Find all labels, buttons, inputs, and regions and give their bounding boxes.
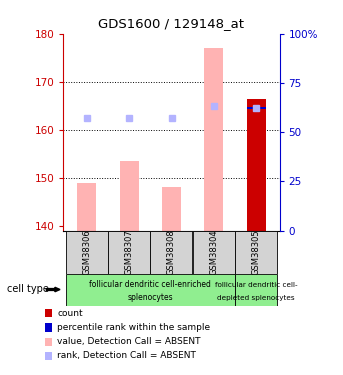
Bar	[204, 48, 223, 231]
Bar	[247, 99, 266, 231]
Bar	[77, 183, 96, 231]
Text: GSM38306: GSM38306	[82, 229, 91, 275]
Text: value, Detection Call = ABSENT: value, Detection Call = ABSENT	[57, 337, 201, 346]
Text: cell type: cell type	[7, 285, 49, 294]
Text: follicular dendritic cell-: follicular dendritic cell-	[215, 282, 298, 288]
Text: GDS1600 / 129148_at: GDS1600 / 129148_at	[98, 17, 245, 30]
Bar	[193, 231, 235, 274]
Bar	[162, 188, 181, 231]
Bar	[247, 107, 266, 109]
Bar	[120, 161, 139, 231]
Bar	[108, 231, 150, 274]
Text: GSM38304: GSM38304	[209, 230, 218, 275]
Text: GSM38308: GSM38308	[167, 229, 176, 275]
Text: splenocytes: splenocytes	[128, 293, 173, 302]
Bar	[66, 274, 235, 306]
Text: percentile rank within the sample: percentile rank within the sample	[57, 323, 210, 332]
Bar	[150, 231, 192, 274]
Bar	[235, 274, 277, 306]
Bar	[66, 231, 107, 274]
Text: GSM38307: GSM38307	[125, 229, 134, 275]
Text: GSM38305: GSM38305	[252, 230, 261, 275]
Text: follicular dendritic cell-enriched: follicular dendritic cell-enriched	[90, 280, 211, 290]
Bar	[235, 231, 277, 274]
Text: depleted splenocytes: depleted splenocytes	[217, 295, 295, 301]
Text: rank, Detection Call = ABSENT: rank, Detection Call = ABSENT	[57, 351, 196, 360]
Text: count: count	[57, 309, 83, 318]
